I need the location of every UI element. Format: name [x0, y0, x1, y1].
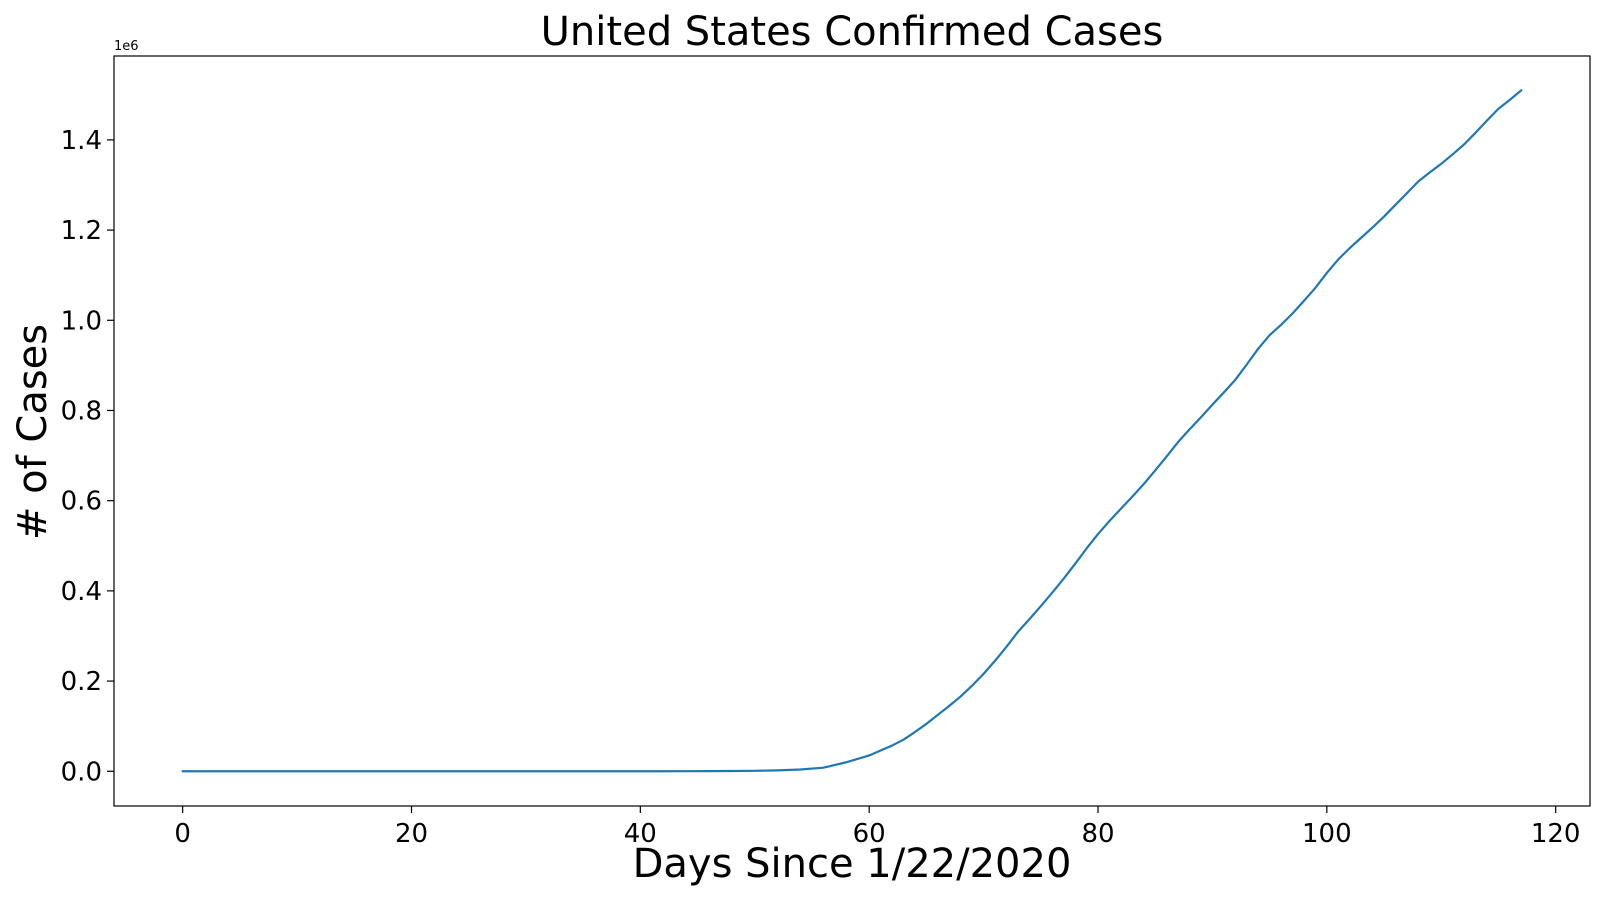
y-axis-offset-label: 1e6 — [114, 39, 139, 54]
y-tick-label: 1.2 — [61, 216, 102, 246]
x-tick-label: 20 — [395, 819, 428, 849]
y-tick-label: 1.4 — [61, 126, 102, 156]
x-tick-label: 100 — [1302, 819, 1352, 849]
y-axis-label: # of Cases — [10, 324, 56, 540]
series-layer — [181, 89, 1523, 773]
y-tick-label: 0.8 — [61, 396, 102, 426]
x-axis-ticks: 0 20 40 60 80 100 120 — [174, 806, 1580, 849]
x-tick-label: 80 — [1081, 819, 1114, 849]
y-tick-label: 0.4 — [61, 577, 102, 607]
y-tick-label: 0.0 — [61, 757, 102, 787]
x-tick-label: 0 — [174, 819, 191, 849]
x-tick-label: 40 — [624, 819, 657, 849]
x-axis-label: Days Since 1/22/2020 — [633, 841, 1072, 887]
y-tick-label: 0.2 — [61, 667, 102, 697]
y-axis-ticks: 0.0 0.2 0.4 0.6 0.8 1.0 1.2 1.4 — [61, 126, 114, 787]
y-tick-label: 1.0 — [61, 306, 102, 336]
x-tick-label: 60 — [853, 819, 886, 849]
x-tick-label: 120 — [1531, 819, 1581, 849]
axes-frame — [113, 55, 1591, 807]
chart-title: United States Confirmed Cases — [541, 9, 1164, 55]
series-line-0 — [181, 89, 1523, 773]
y-tick-label: 0.6 — [61, 487, 102, 517]
